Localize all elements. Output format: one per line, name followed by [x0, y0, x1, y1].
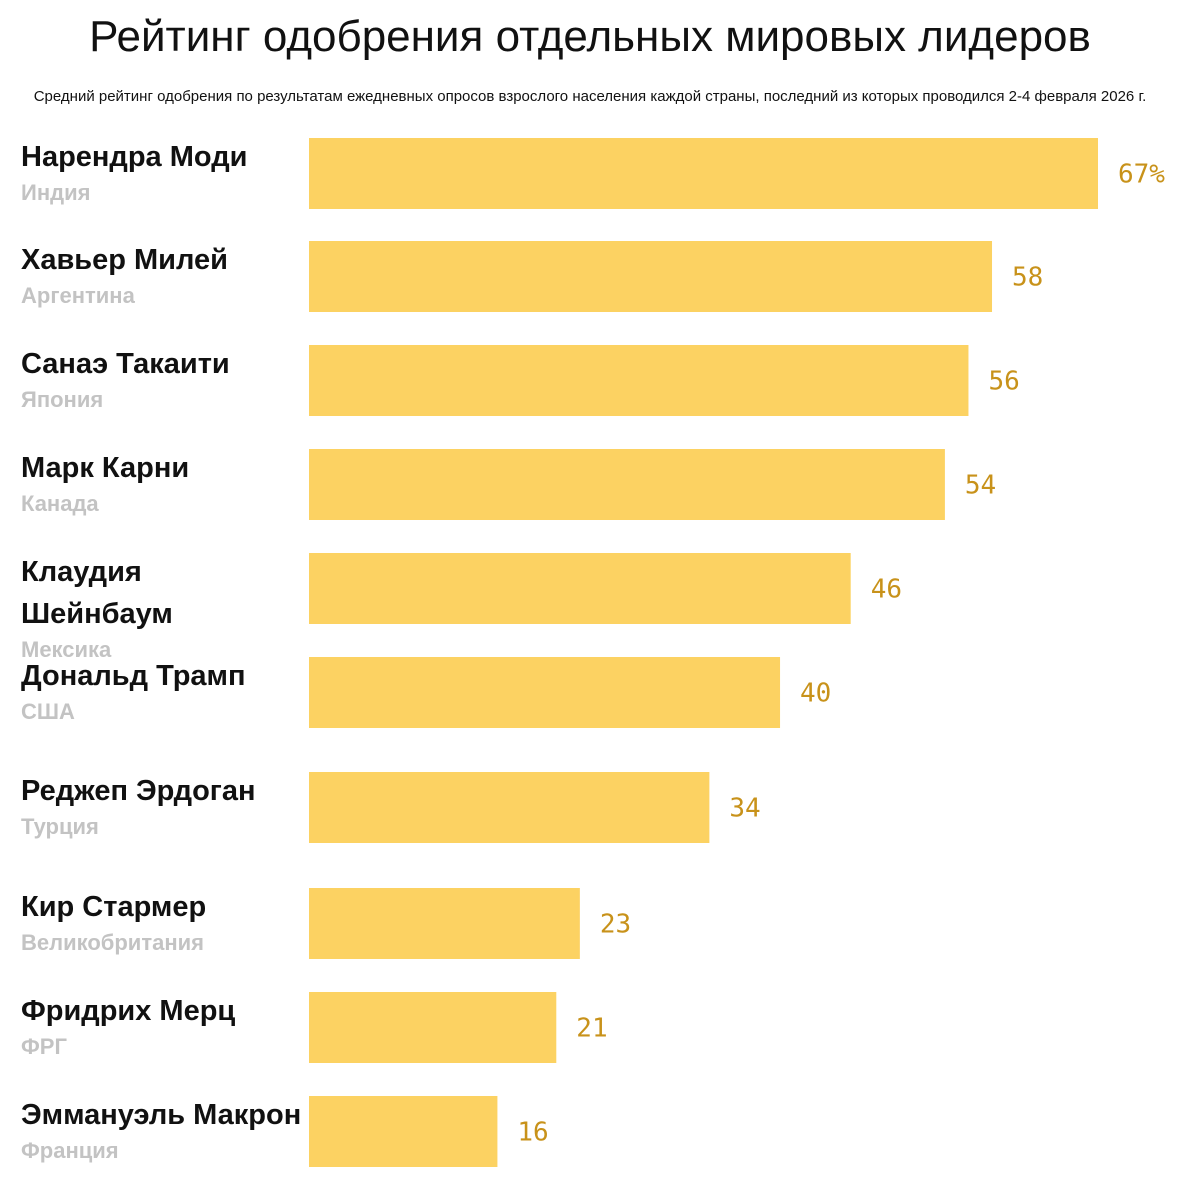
- value-label-0: 67%: [1118, 160, 1165, 190]
- leader-name-7: Кир Стармер: [21, 891, 206, 923]
- bar-8: [309, 992, 557, 1063]
- leader-name-4: Клаудия Шейнбаум: [21, 556, 173, 630]
- leader-name-2: Санаэ Такаити: [21, 348, 230, 380]
- value-label-7: 23: [600, 910, 631, 940]
- country-label-5: США: [21, 699, 75, 724]
- country-label-0: Индия: [21, 180, 90, 205]
- value-label-8: 21: [576, 1014, 607, 1044]
- leader-name-0: Нарендра Моди: [21, 141, 247, 173]
- bar-0: [309, 138, 1098, 209]
- value-label-9: 16: [517, 1118, 548, 1148]
- leader-name-8: Фридрих Мерц: [21, 995, 235, 1027]
- country-label-9: Франция: [21, 1138, 119, 1163]
- chart-subtitle: Средний рейтинг одобрения по результатам…: [33, 88, 1147, 105]
- leader-name-9: Эммануэль Макрон: [21, 1099, 301, 1131]
- value-label-6: 34: [729, 794, 760, 824]
- country-label-6: Турция: [21, 814, 99, 839]
- country-label-4: Мексика: [21, 637, 112, 662]
- bar-6: [309, 772, 710, 843]
- leader-name-5: Дональд Трамп: [21, 660, 246, 692]
- value-label-5: 40: [800, 679, 831, 709]
- bar-3: [309, 449, 945, 520]
- bar-1: [309, 241, 993, 312]
- country-label-3: Канада: [21, 491, 99, 516]
- value-label-1: 58: [1012, 263, 1043, 293]
- chart-title: Рейтинг одобрения отдельных мировых лиде…: [89, 12, 1091, 61]
- bar-5: [309, 657, 781, 728]
- country-label-2: Япония: [21, 387, 103, 412]
- leader-name-6: Реджеп Эрдоган: [21, 775, 256, 807]
- bar-9: [309, 1096, 498, 1167]
- bar-7: [309, 888, 580, 959]
- value-label-3: 54: [965, 471, 996, 501]
- country-label-7: Великобритания: [21, 930, 204, 955]
- country-label-1: Аргентина: [21, 283, 136, 308]
- value-label-4: 46: [871, 575, 902, 605]
- country-label-8: ФРГ: [21, 1034, 67, 1059]
- value-label-2: 56: [988, 367, 1019, 397]
- leader-name-3: Марк Карни: [21, 452, 189, 484]
- bar-2: [309, 345, 969, 416]
- bar-4: [309, 553, 851, 624]
- leader-name-1: Хавьер Милей: [21, 244, 228, 276]
